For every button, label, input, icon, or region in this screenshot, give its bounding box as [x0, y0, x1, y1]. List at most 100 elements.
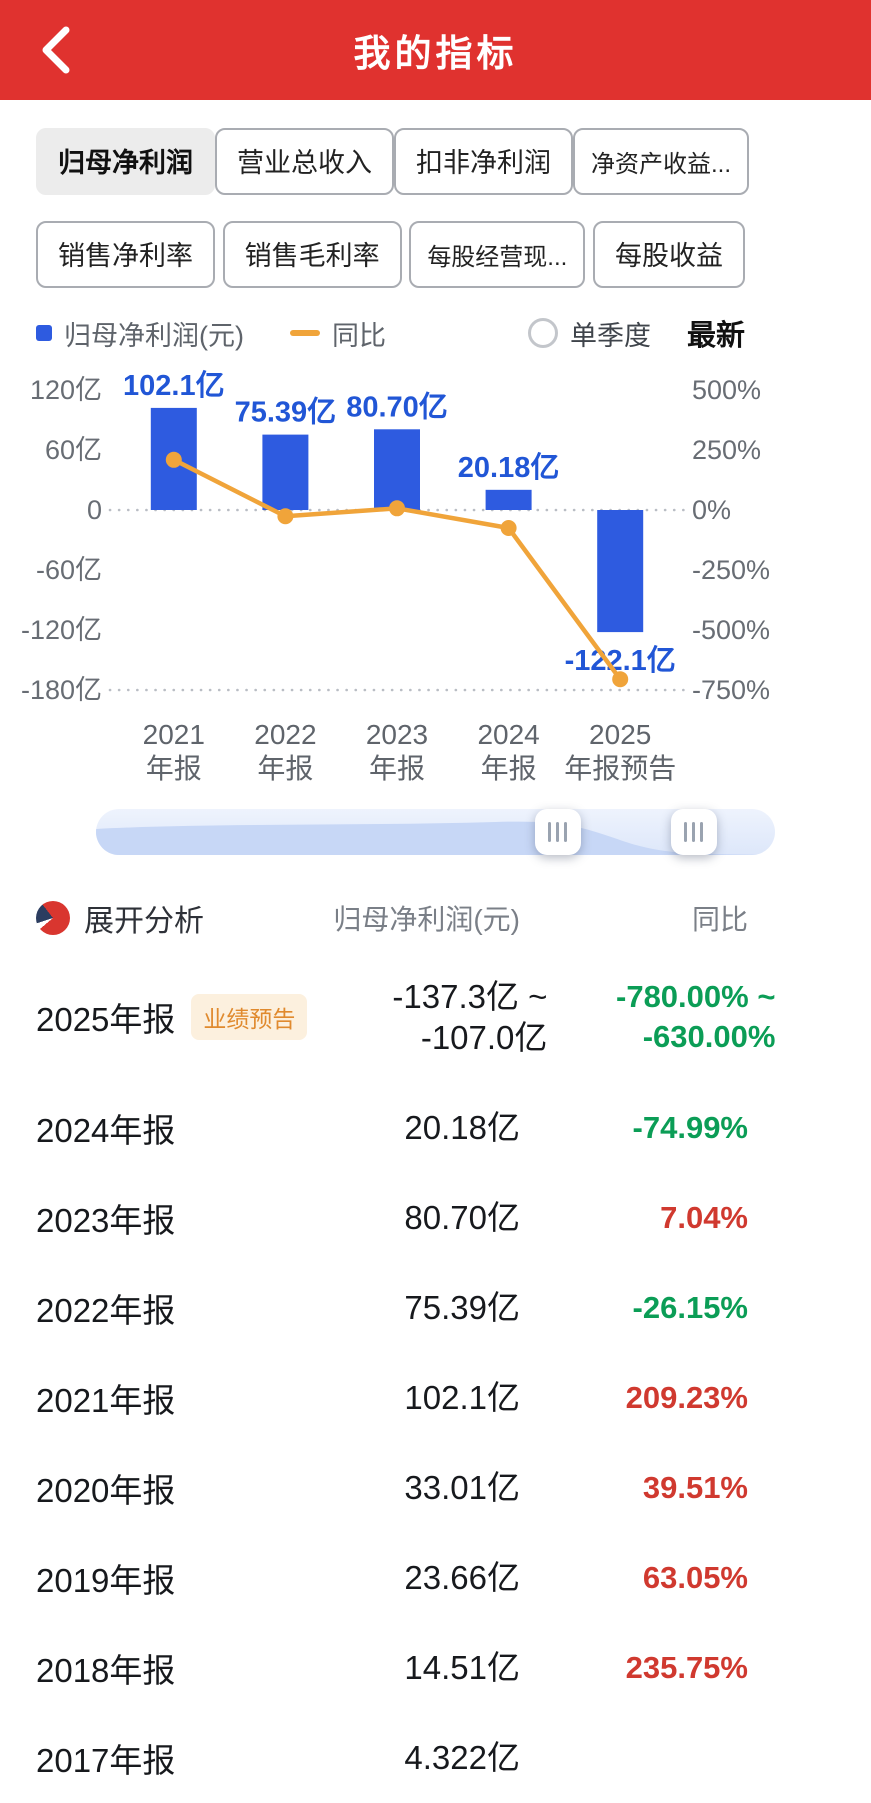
value-cell: 80.70亿	[404, 1199, 520, 1237]
right-axis-tick: -750%	[692, 675, 770, 705]
table-row: 2018年报 14.51亿 235.75%	[0, 1623, 871, 1713]
latest-selector[interactable]: 最新	[686, 320, 745, 352]
profit-bar	[374, 429, 420, 510]
period-label: 2020年报	[36, 1472, 176, 1509]
x-axis-label: 2023	[366, 719, 428, 750]
right-axis-tick: 0%	[692, 495, 731, 525]
table-row: 2024年报 20.18亿 -74.99%	[0, 1083, 871, 1173]
metric-chip[interactable]: 扣非净利润	[394, 128, 573, 195]
yoy-point	[500, 519, 517, 536]
yoy-cell: -74.99%	[632, 1109, 748, 1145]
metric-tabs: 归母净利润 营业总收入 扣非净利润 净资产收益... 销售净利率 销售毛利率 每股经营现.…	[0, 100, 871, 288]
metric-tabs-row-1: 归母净利润 营业总收入 扣非净利润 净资产收益...	[36, 128, 750, 195]
profit-chart[interactable]: 120亿 60亿 0 -60亿 -120亿 -180亿 500% 250% 0% -250% -50…	[0, 352, 871, 797]
table-row: 2021年报 102.1亿 209.23%	[0, 1353, 871, 1443]
period-label: 2025年报	[36, 1001, 176, 1038]
radio-icon	[527, 318, 558, 348]
x-axis-label: 年报	[146, 753, 202, 784]
period-cell: 2023年报	[36, 1194, 280, 1242]
period-cell: 2018年报	[36, 1644, 280, 1692]
period-label: 2021年报	[36, 1382, 176, 1419]
legend-line-series: 同比	[289, 314, 386, 353]
line-series-label: 同比	[331, 320, 386, 351]
right-axis-tick: -250%	[692, 555, 770, 585]
line-swatch-icon	[289, 330, 320, 336]
metric-chip[interactable]: 每股收益	[592, 221, 745, 288]
value-cell: -137.3亿 ~ -107.0亿	[392, 977, 548, 1056]
profit-bar	[485, 489, 532, 510]
datazoom-handle-left[interactable]	[534, 809, 581, 855]
bar-value-label: 20.18亿	[458, 451, 560, 484]
bar-value-label: 80.70亿	[346, 390, 448, 423]
x-axis-label: 2025	[589, 719, 651, 750]
x-axis-label: 年报	[369, 753, 425, 784]
metric-chip[interactable]: 销售毛利率	[222, 221, 402, 288]
bar-series-label: 归母净利润(元)	[64, 320, 244, 351]
metric-chip[interactable]: 销售净利率	[36, 221, 215, 288]
yoy-column-header: 同比	[691, 904, 748, 935]
value-cell: 75.39亿	[404, 1289, 520, 1327]
left-axis-tick: 60亿	[45, 435, 102, 465]
x-axis-label: 2024	[477, 719, 539, 750]
analysis-table-header: 展开分析 归母净利润(元) 同比	[0, 885, 871, 951]
x-axis-label: 2022	[254, 719, 316, 750]
single-quarter-toggle[interactable]: 单季度	[527, 314, 651, 353]
bar-value-label: 75.39亿	[235, 396, 337, 429]
value-cell: 20.18亿	[404, 1109, 520, 1147]
value-column-header: 归母净利润(元)	[333, 904, 520, 935]
table-row: 2023年报 80.70亿 7.04%	[0, 1173, 871, 1263]
left-axis-tick: -180亿	[21, 675, 102, 705]
period-cell: 2025年报 业绩预告	[36, 993, 308, 1041]
right-axis-tick: 250%	[692, 435, 761, 465]
metric-chip[interactable]: 营业总收入	[215, 128, 394, 195]
app-header: 我的指标	[0, 0, 871, 100]
table-row: 2019年报 23.66亿 63.05%	[0, 1533, 871, 1623]
yoy-cell: 235.75%	[625, 1649, 748, 1685]
value-cell: 33.01亿	[404, 1469, 520, 1507]
left-axis-tick: 120亿	[30, 375, 102, 405]
value-cell: 14.51亿	[404, 1649, 520, 1687]
left-axis-tick: 0	[87, 495, 102, 525]
profit-bar	[597, 510, 644, 633]
back-button[interactable]	[28, 18, 84, 82]
x-axis-label: 2021	[143, 719, 205, 750]
profit-chart-container[interactable]: 120亿 60亿 0 -60亿 -120亿 -180亿 500% 250% 0% -250% -50…	[0, 352, 871, 797]
metric-tabs-row-2: 销售净利率 销售毛利率 每股经营现... 每股收益	[36, 221, 745, 288]
yoy-point	[389, 500, 405, 517]
period-label: 2022年报	[36, 1292, 176, 1329]
period-label: 2023年报	[36, 1202, 176, 1239]
legend-bar-series: 归母净利润(元)	[36, 314, 244, 353]
period-cell: 2017年报	[36, 1734, 280, 1782]
yoy-cell: -26.15%	[632, 1289, 748, 1325]
metric-chip[interactable]: 归母净利润	[36, 128, 215, 195]
x-axis-label: 年报	[257, 753, 313, 784]
value-cell: 102.1亿	[404, 1379, 520, 1417]
datazoom-handle-right[interactable]	[670, 809, 717, 855]
pie-chart-icon	[36, 901, 70, 935]
x-axis-label: 年报预告	[564, 753, 676, 784]
period-cell: 2019年报	[36, 1554, 280, 1602]
yoy-cell: 7.04%	[660, 1199, 748, 1235]
datazoom-silhouette	[96, 821, 775, 855]
bar-value-label: 102.1亿	[123, 369, 225, 402]
table-row: 2022年报 75.39亿 -26.15%	[0, 1263, 871, 1353]
profit-bar	[262, 434, 309, 510]
analysis-table: 2025年报 业绩预告 -137.3亿 ~ -107.0亿 -780.00% ~ -630…	[0, 951, 871, 1803]
x-axis-label: 年报	[481, 753, 537, 784]
period-label: 2018年报	[36, 1652, 176, 1689]
table-row: 2017年报 4.322亿	[0, 1713, 871, 1803]
expand-analysis-button[interactable]: 展开分析	[36, 896, 280, 940]
yoy-cell: 63.05%	[642, 1559, 748, 1595]
period-cell: 2020年报	[36, 1464, 280, 1512]
period-label: 2024年报	[36, 1112, 176, 1149]
metric-chip[interactable]: 净资产收益...	[573, 128, 750, 195]
metric-chip[interactable]: 每股经营现...	[409, 221, 586, 288]
chart-legend: 归母净利润(元) 同比 单季度 最新	[0, 314, 871, 352]
bar-swatch-icon	[36, 325, 52, 341]
yoy-cell: 39.51%	[642, 1469, 748, 1505]
period-cell: 2021年报	[36, 1374, 280, 1422]
legend-controls: 单季度 最新	[527, 312, 745, 354]
datazoom-slider[interactable]	[96, 809, 775, 855]
back-chevron-icon	[42, 26, 70, 74]
left-axis-tick: -120亿	[21, 615, 102, 645]
